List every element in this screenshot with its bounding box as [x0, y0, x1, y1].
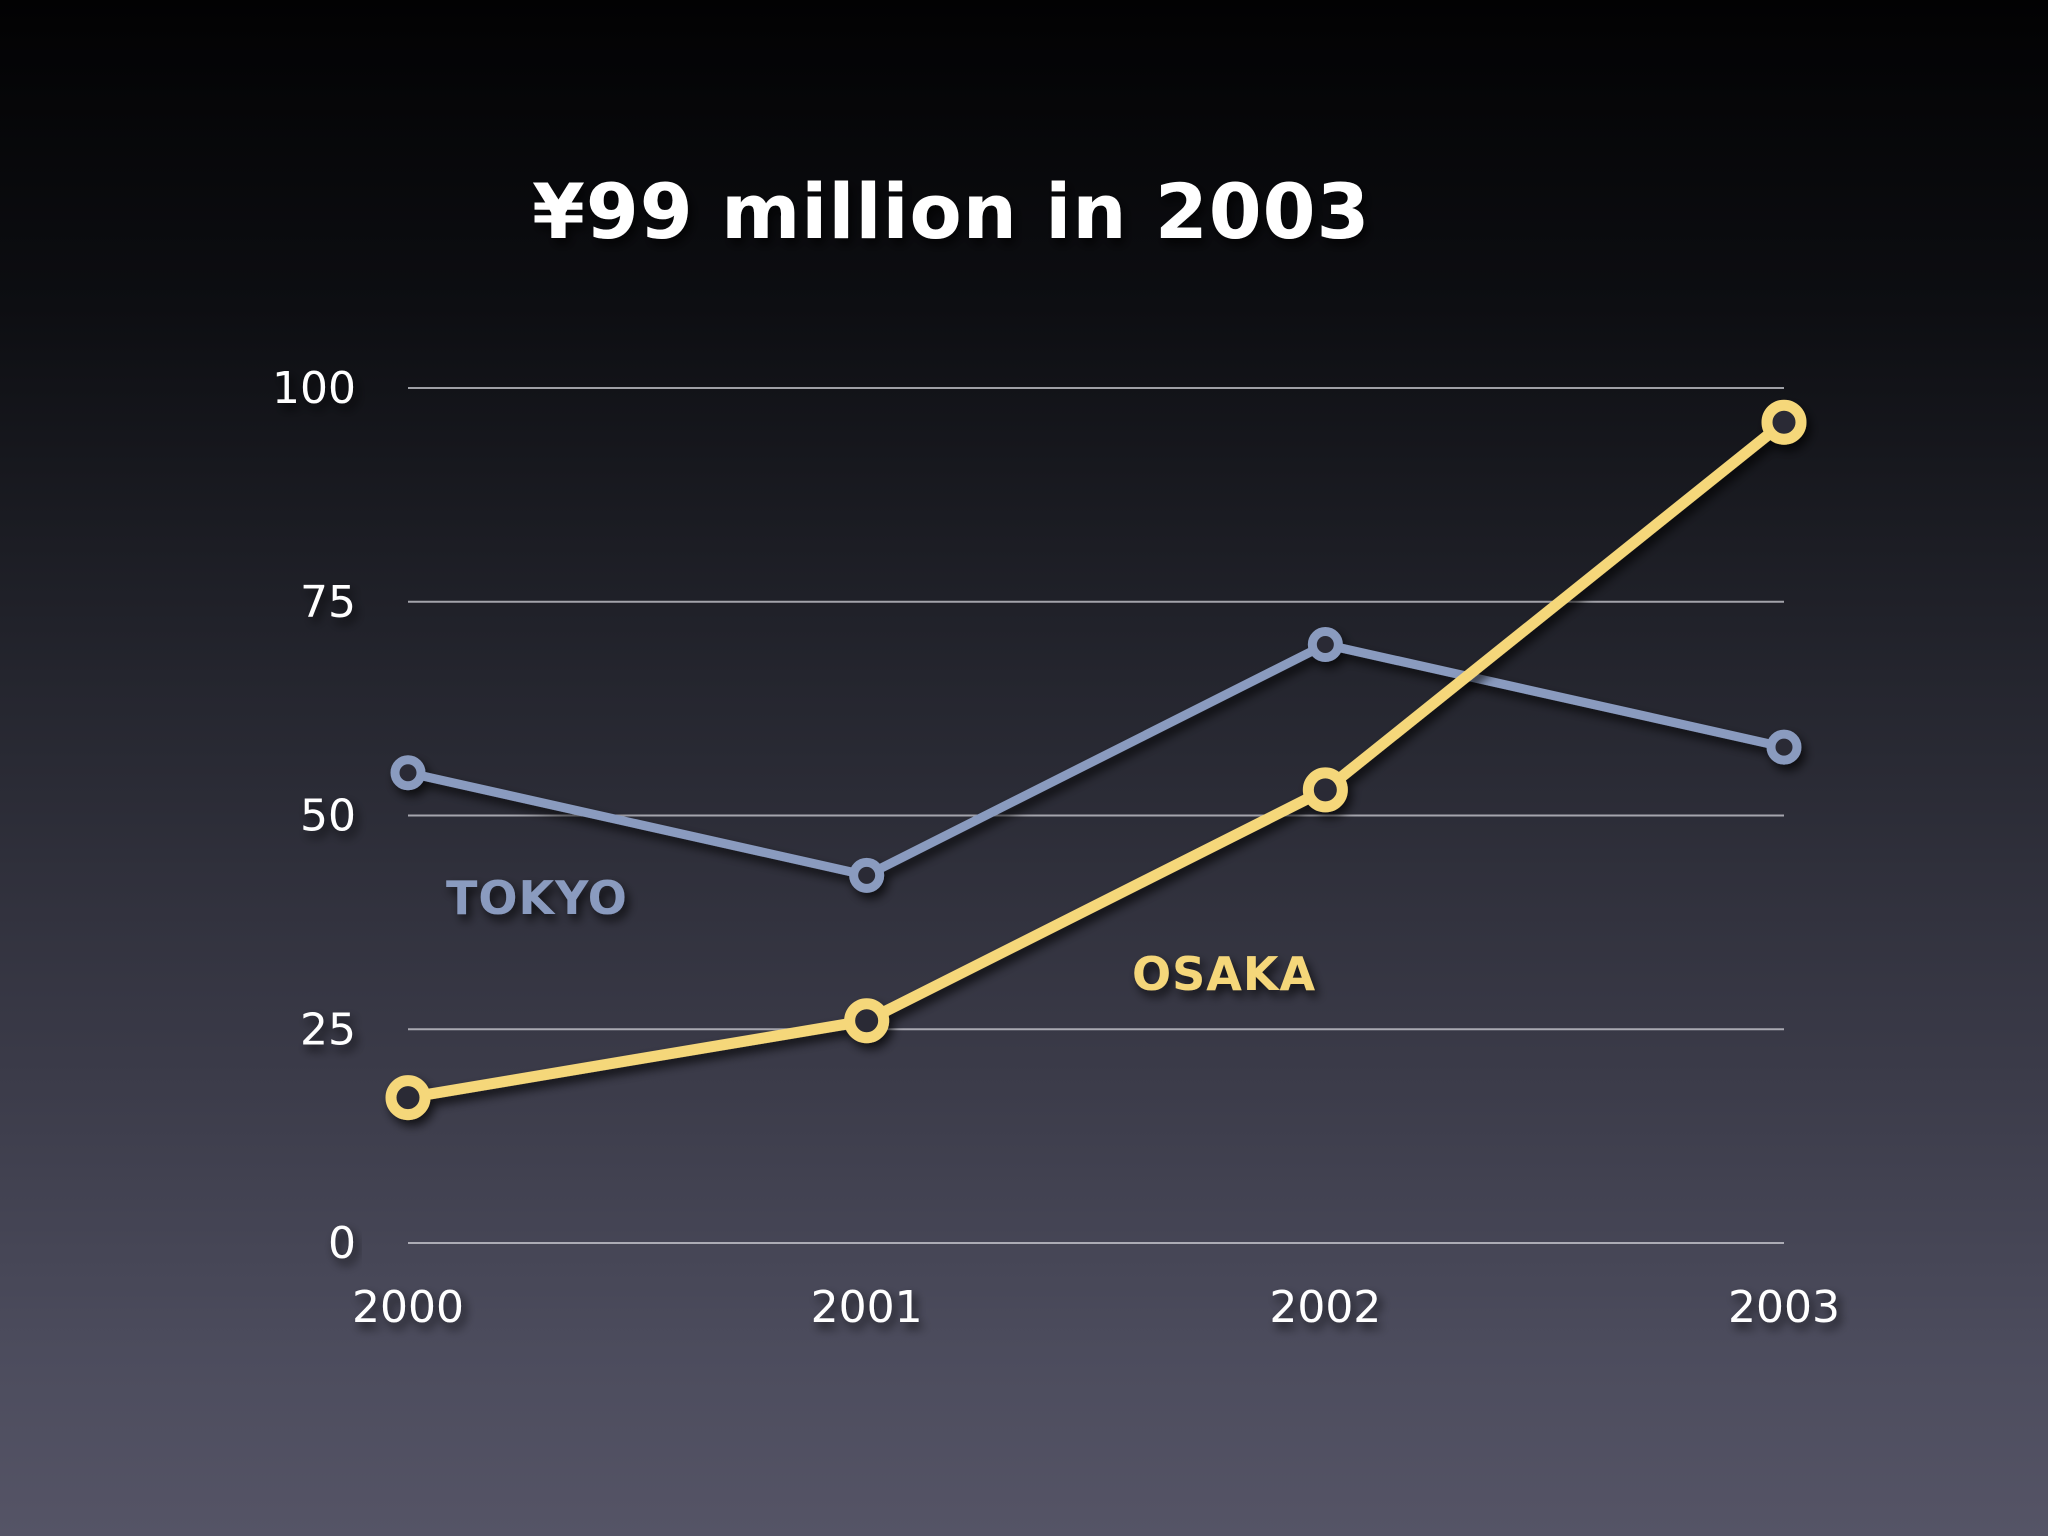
x-tick-label: 2002 — [1269, 1282, 1381, 1333]
y-tick-label: 75 — [300, 577, 356, 628]
data-point-osaka — [844, 998, 890, 1044]
series-label-osaka: OSAKA — [1132, 947, 1316, 1001]
series-line-tokyo — [403, 640, 1789, 880]
series-label-tokyo: TOKYO — [446, 871, 628, 925]
data-point-osaka — [1302, 767, 1348, 813]
x-axis-ticks: 2000 2001 2002 2003 — [352, 1282, 1840, 1333]
chart-title: ¥99 million in 2003 — [532, 167, 1370, 256]
series-tokyo — [390, 627, 1802, 893]
series-labels: TOKYO OSAKA — [446, 871, 1316, 1001]
series-line-osaka — [402, 416, 1790, 1104]
x-tick-label: 2003 — [1728, 1282, 1840, 1333]
data-point-tokyo — [849, 857, 885, 893]
data-point-tokyo — [1766, 729, 1802, 765]
data-point-osaka — [1761, 399, 1807, 445]
data-point-osaka — [385, 1075, 431, 1121]
x-tick-label: 2001 — [811, 1282, 923, 1333]
y-tick-label: 50 — [300, 791, 356, 842]
data-point-tokyo — [1307, 627, 1343, 662]
data-point-tokyo — [390, 755, 426, 791]
series-osaka — [385, 399, 1807, 1121]
y-tick-label: 100 — [272, 363, 356, 414]
series-lines — [385, 399, 1807, 1121]
x-tick-label: 2000 — [352, 1282, 464, 1333]
y-tick-label: 0 — [328, 1218, 356, 1269]
y-tick-label: 25 — [300, 1004, 356, 1055]
y-axis-ticks: 0 25 50 75 100 — [272, 363, 356, 1269]
